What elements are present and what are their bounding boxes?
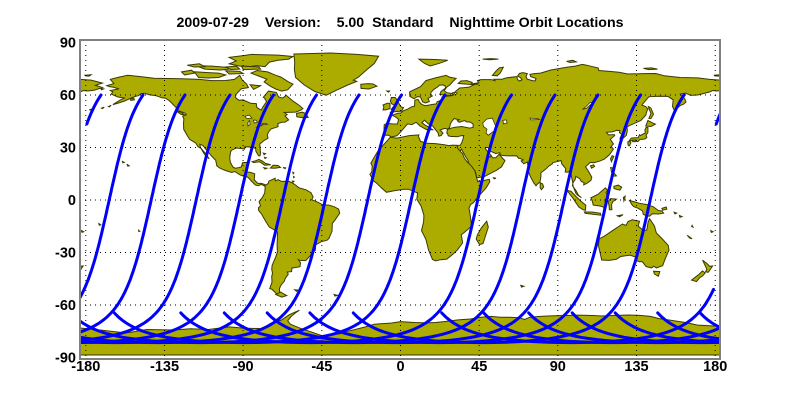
svg-text:-60: -60 <box>55 298 76 314</box>
svg-text:0: 0 <box>68 193 76 209</box>
svg-text:-90: -90 <box>233 359 254 375</box>
svg-text:30: 30 <box>60 141 76 157</box>
svg-text:60: 60 <box>60 88 76 104</box>
svg-text:-135: -135 <box>150 359 179 375</box>
svg-text:-30: -30 <box>55 246 76 262</box>
svg-text:180: 180 <box>703 359 727 375</box>
svg-text:90: 90 <box>60 36 76 52</box>
svg-text:-45: -45 <box>311 359 332 375</box>
svg-text:-180: -180 <box>71 359 100 375</box>
svg-text:135: 135 <box>624 359 648 375</box>
svg-text:90: 90 <box>550 359 566 375</box>
svg-text:0: 0 <box>396 359 404 375</box>
svg-text:2009-07-29 Version: 5.00: 2009-07-29 Version: 5.00 Standard Nightt… <box>176 15 623 31</box>
svg-text:45: 45 <box>471 359 487 375</box>
svg-text:-90: -90 <box>55 351 76 367</box>
